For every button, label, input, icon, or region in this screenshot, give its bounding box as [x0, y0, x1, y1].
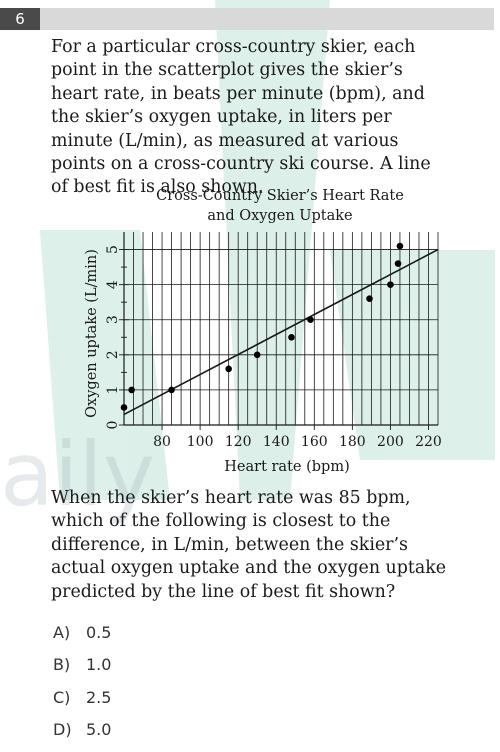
answer-choices: A) 0.5 B) 1.0 C) 2.5 D) 5.0 [53, 622, 111, 752]
x-tick-label: 160 [301, 434, 328, 450]
question-number: 6 [0, 8, 40, 30]
choice-value: 0.5 [86, 622, 112, 642]
data-point [387, 281, 394, 288]
data-point [394, 260, 402, 267]
data-point [288, 333, 295, 341]
x-tick-label: 100 [187, 434, 214, 450]
choice-value: 2.5 [86, 687, 112, 707]
y-tick-label: 0 [105, 421, 121, 430]
data-point [120, 404, 128, 411]
x-tick-label: 140 [263, 434, 290, 450]
question-stem: For a particular cross-country skier, ea… [51, 37, 431, 198]
choice-b[interactable]: B) 1.0 [53, 655, 111, 675]
choice-a[interactable]: A) 0.5 [53, 622, 111, 642]
data-point [168, 386, 175, 394]
chart-title: Cross-Country Skier’s Heart Rate and Oxy… [150, 186, 410, 226]
choice-letter: B) [53, 655, 71, 674]
x-tick-label: 200 [377, 434, 404, 450]
data-point [396, 242, 404, 250]
y-tick-label: 1 [105, 385, 121, 394]
question-prompt: When the skier’s heart rate was 85 bpm, … [51, 488, 447, 602]
x-tick-label: 220 [415, 434, 442, 450]
data-point [225, 365, 232, 373]
data-point [253, 351, 261, 359]
x-tick-label: 120 [225, 434, 252, 450]
question-header-bar [0, 8, 494, 30]
line-of-best-fit [123, 248, 439, 416]
data-point [128, 386, 135, 394]
x-axis-label: Heart rate (bpm) [224, 459, 349, 475]
data-point [307, 316, 314, 324]
x-tick-label: 80 [153, 434, 171, 450]
choice-letter: C) [53, 687, 71, 707]
choice-letter: D) [53, 720, 72, 739]
y-tick-label: 3 [105, 315, 121, 324]
choice-value: 5.0 [86, 720, 112, 739]
choice-value: 1.0 [86, 655, 112, 674]
x-tick-label: 180 [339, 434, 366, 450]
chart-title-line-2: and Oxygen Uptake [207, 208, 353, 224]
choice-d[interactable]: D) 5.0 [53, 720, 111, 740]
y-tick-label: 2 [105, 350, 121, 359]
y-tick-label: 4 [105, 280, 121, 289]
chart-title-line-1: Cross-Country Skier’s Heart Rate [156, 188, 404, 204]
data-point [366, 295, 373, 302]
scatterplot: 80 100 120 140 160 180 200 220 0 1 2 3 4 5 Heart rate … [84, 232, 442, 475]
y-axis-label: Oxygen uptake (L/min) [84, 249, 100, 418]
y-tick-label: 5 [105, 245, 121, 254]
choice-c[interactable]: C) 2.5 [53, 687, 111, 707]
choice-letter: A) [53, 622, 71, 642]
